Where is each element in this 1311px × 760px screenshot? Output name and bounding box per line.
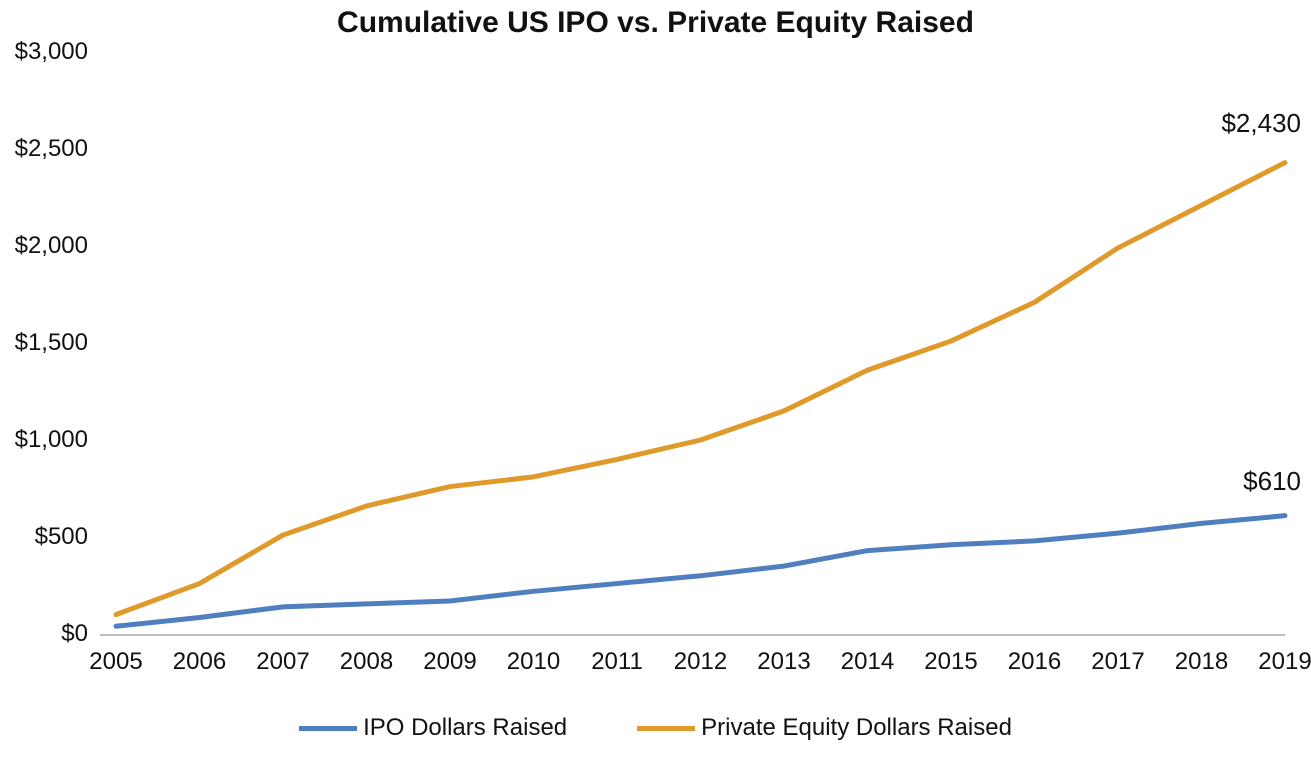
series-end-label: $2,430 xyxy=(1211,108,1301,139)
legend-swatch xyxy=(637,726,695,731)
x-tick-label: 2009 xyxy=(423,648,476,676)
y-tick-label: $500 xyxy=(35,523,88,551)
x-tick-label: 2012 xyxy=(674,648,727,676)
chart-title: Cumulative US IPO vs. Private Equity Rai… xyxy=(0,6,1311,40)
x-tick-label: 2010 xyxy=(507,648,560,676)
legend-label: Private Equity Dollars Raised xyxy=(701,714,1012,742)
x-tick-label: 2006 xyxy=(173,648,226,676)
x-tick-label: 2018 xyxy=(1175,648,1228,676)
x-tick-label: 2014 xyxy=(841,648,894,676)
legend-item: Private Equity Dollars Raised xyxy=(637,714,1012,742)
chart-container: Cumulative US IPO vs. Private Equity Rai… xyxy=(0,0,1311,760)
x-tick-label: 2011 xyxy=(591,648,643,676)
x-axis-baseline xyxy=(100,634,1285,636)
y-tick-label: $2,500 xyxy=(15,135,88,163)
x-tick-label: 2007 xyxy=(256,648,309,676)
legend-item: IPO Dollars Raised xyxy=(299,714,567,742)
x-tick-label: 2013 xyxy=(757,648,810,676)
y-tick-label: $0 xyxy=(61,620,88,648)
x-tick-label: 2005 xyxy=(89,648,142,676)
y-tick-label: $3,000 xyxy=(15,38,88,66)
legend: IPO Dollars Raised Private Equity Dollars… xyxy=(0,714,1311,742)
x-tick-label: 2019 xyxy=(1258,648,1311,676)
x-tick-label: 2017 xyxy=(1091,648,1144,676)
series-end-label: $610 xyxy=(1211,466,1301,497)
legend-swatch xyxy=(299,726,357,731)
y-tick-label: $1,000 xyxy=(15,426,88,454)
x-tick-label: 2016 xyxy=(1008,648,1061,676)
line-series-layer xyxy=(100,52,1285,634)
legend-label: IPO Dollars Raised xyxy=(363,714,567,742)
series-line xyxy=(116,163,1285,615)
plot-area xyxy=(100,52,1285,634)
y-tick-label: $2,000 xyxy=(15,232,88,260)
y-tick-label: $1,500 xyxy=(15,329,88,357)
x-tick-label: 2015 xyxy=(924,648,977,676)
x-tick-label: 2008 xyxy=(340,648,393,676)
